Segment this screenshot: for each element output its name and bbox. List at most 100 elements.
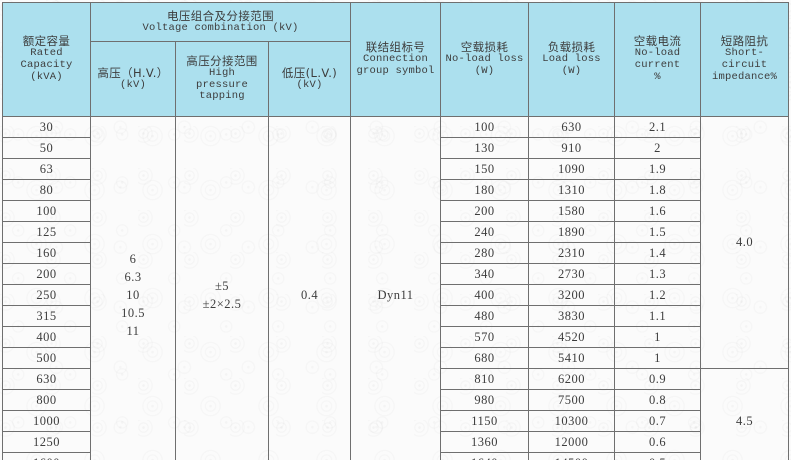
table-row: 80 180 1310 1.8 xyxy=(2,179,789,201)
cell-no-load-current: 2.1 xyxy=(614,116,701,138)
cell-no-load-loss: 240 xyxy=(440,221,529,243)
cell-lv-value: 0.4 xyxy=(268,116,351,460)
header-connection-group: 联结组标号 Connection group symbol xyxy=(350,2,441,117)
cell-load-loss: 4520 xyxy=(528,326,615,348)
cell-rated-capacity: 250 xyxy=(2,284,91,306)
header-no-load-current-zh: 空载电流 xyxy=(633,34,682,49)
cell-rated-capacity: 125 xyxy=(2,221,91,243)
header-connection-group-en2: group symbol xyxy=(356,64,435,77)
hv-value: 11 xyxy=(126,324,140,339)
cell-no-load-loss: 400 xyxy=(440,284,529,306)
cell-load-loss: 1310 xyxy=(528,179,615,201)
header-rated-capacity-en3: (kVA) xyxy=(30,70,63,83)
cell-no-load-current: 1.9 xyxy=(614,158,701,180)
header-connection-group-zh: 联结组标号 xyxy=(365,40,426,55)
cell-rated-capacity: 630 xyxy=(2,368,91,390)
header-no-load-current-en3: % xyxy=(654,70,661,83)
cell-no-load-current: 1.6 xyxy=(614,200,701,222)
header-row-sub: 高压（H.V.） (kV) 高压分接范围 High pressure tappi… xyxy=(3,41,789,117)
cell-rated-capacity: 1000 xyxy=(2,410,91,432)
cell-short-circuit-impedance: 4.5 xyxy=(700,368,789,460)
cell-load-loss: 630 xyxy=(528,116,615,138)
cell-no-load-loss: 810 xyxy=(440,368,529,390)
cell-no-load-current: 1.8 xyxy=(614,179,701,201)
cell-no-load-loss: 200 xyxy=(440,200,529,222)
cell-no-load-loss: 980 xyxy=(440,389,529,411)
header-hv-tapping-en1: High xyxy=(208,66,235,79)
cell-load-loss: 1890 xyxy=(528,221,615,243)
cell-no-load-loss: 570 xyxy=(440,326,529,348)
header-load-loss: 负载损耗 Load loss (W) xyxy=(528,2,615,117)
cell-rated-capacity: 800 xyxy=(2,389,91,411)
cell-load-loss: 3200 xyxy=(528,284,615,306)
cell-no-load-current: 0.6 xyxy=(614,431,701,453)
cell-load-loss: 2730 xyxy=(528,263,615,285)
header-voltage-combination-zh: 电压组合及分接范围 xyxy=(166,8,275,23)
cell-no-load-current: 1.5 xyxy=(614,221,701,243)
cell-hv-tapping-values: ±5 ±2×2.5 xyxy=(175,116,269,460)
cell-load-loss: 14500 xyxy=(528,452,615,460)
cell-rated-capacity: 1250 xyxy=(2,431,91,453)
cell-no-load-current: 1.4 xyxy=(614,242,701,264)
cell-no-load-loss: 1360 xyxy=(440,431,529,453)
header-hv-en: (kV) xyxy=(119,78,146,91)
hv-value: 10 xyxy=(126,287,140,302)
hv-value: 6 xyxy=(129,251,137,266)
header-short-circuit-impedance-en2: circuit xyxy=(721,59,768,72)
cell-load-loss: 7500 xyxy=(528,389,615,411)
header-short-circuit-impedance-en1: Short- xyxy=(724,47,764,60)
cell-rated-capacity: 200 xyxy=(2,263,91,285)
header-voltage-combination-en: Voltage combination (kV) xyxy=(142,21,299,34)
cell-rated-capacity: 30 xyxy=(2,116,91,138)
cell-no-load-loss: 150 xyxy=(440,158,529,180)
header-connection-group-en1: Connection xyxy=(362,53,428,66)
cell-no-load-loss: 340 xyxy=(440,263,529,285)
table-row: 100 200 1580 1.6 xyxy=(2,200,789,222)
cell-no-load-loss: 1640 xyxy=(440,452,529,460)
cell-no-load-loss: 680 xyxy=(440,347,529,369)
header-load-loss-en2: (W) xyxy=(561,64,582,77)
header-load-loss-zh: 负载损耗 xyxy=(547,40,596,55)
cell-load-loss: 1580 xyxy=(528,200,615,222)
cell-load-loss: 6200 xyxy=(528,368,615,390)
cell-no-load-loss: 1150 xyxy=(440,410,529,432)
header-hv-zh: 高压（H.V.） xyxy=(97,65,169,80)
header-load-loss-en1: Load loss xyxy=(542,53,601,66)
header-short-circuit-impedance-en3: impedance% xyxy=(711,70,777,83)
cell-load-loss: 5410 xyxy=(528,347,615,369)
cell-no-load-current: 0.9 xyxy=(614,368,701,390)
header-hv-tapping-zh: 高压分接范围 xyxy=(186,53,258,68)
table-row: 50 130 910 2 xyxy=(2,137,789,159)
header-no-load-loss-en2: (W) xyxy=(474,64,495,77)
cell-rated-capacity: 400 xyxy=(2,326,91,348)
header-short-circuit-impedance-zh: 短路阻抗 xyxy=(720,34,769,49)
cell-no-load-loss: 180 xyxy=(440,179,529,201)
cell-rated-capacity: 500 xyxy=(2,347,91,369)
hv-value: 10.5 xyxy=(121,306,145,321)
cell-no-load-current: 0.8 xyxy=(614,389,701,411)
table-row: 200 340 2730 1.3 xyxy=(2,263,789,285)
cell-hv-values: 6 6.3 10 10.5 11 xyxy=(90,116,176,460)
cell-no-load-loss: 280 xyxy=(440,242,529,264)
cell-no-load-current: 2 xyxy=(614,137,701,159)
cell-no-load-current: 1 xyxy=(614,347,701,369)
hv-value: 6.3 xyxy=(124,269,142,284)
header-rated-capacity: 额定容量 Rated Capacity (kVA) xyxy=(2,2,91,117)
header-hv-tapping: 高压分接范围 High pressure tapping xyxy=(175,41,269,117)
header-voltage-combination: 电压组合及分接范围 Voltage combination (kV) xyxy=(90,2,351,42)
table-row: 400 570 4520 1 xyxy=(2,326,789,348)
table-row: 63 150 1090 1.9 xyxy=(2,158,789,180)
cell-load-loss: 1090 xyxy=(528,158,615,180)
hv-tapping-value: ±5 xyxy=(214,278,230,293)
cell-no-load-current: 1.2 xyxy=(614,284,701,306)
cell-load-loss: 3830 xyxy=(528,305,615,327)
hv-tapping-value: ±2×2.5 xyxy=(202,297,242,311)
cell-rated-capacity: 160 xyxy=(2,242,91,264)
header-no-load-current-en2: current xyxy=(634,59,681,72)
header-lv-zh: 低压(L.V.) xyxy=(281,65,338,80)
header-no-load-current-en1: No-load xyxy=(634,47,681,60)
header-no-load-current: 空载电流 No-load current % xyxy=(614,2,701,117)
header-rated-capacity-zh: 额定容量 xyxy=(22,34,71,49)
cell-no-load-current: 1.1 xyxy=(614,305,701,327)
header-row-top: 额定容量 Rated Capacity (kVA) 电压组合及分接范围 Volt… xyxy=(2,2,789,117)
